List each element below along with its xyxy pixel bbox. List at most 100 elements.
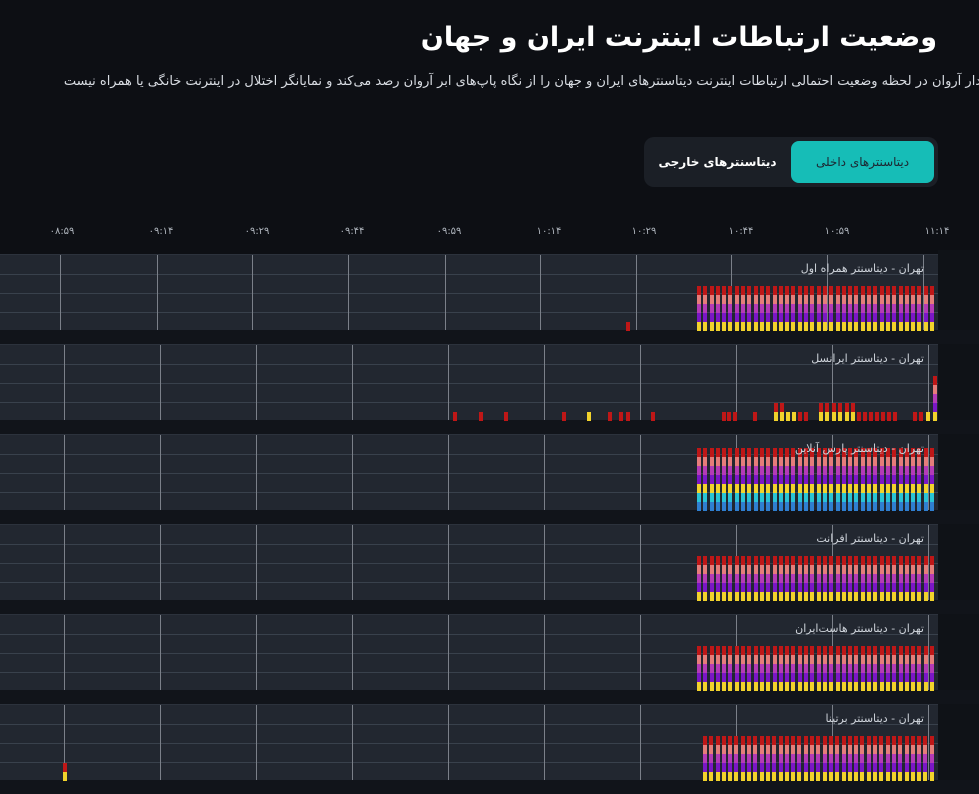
stacked-bar[interactable] (791, 286, 795, 331)
stacked-bar[interactable] (832, 403, 836, 421)
stacked-bar[interactable] (710, 286, 714, 331)
stacked-bar[interactable] (835, 736, 839, 781)
tab-domestic-datacenters[interactable]: دیتاسنترهای داخلی (791, 141, 934, 183)
stacked-bar[interactable] (716, 556, 720, 601)
stacked-bar[interactable] (861, 448, 865, 511)
stacked-bar[interactable] (747, 448, 751, 511)
stacked-bar[interactable] (63, 763, 67, 781)
stacked-bar[interactable] (924, 448, 928, 511)
stacked-bar[interactable] (747, 286, 751, 331)
stacked-bar[interactable] (886, 736, 890, 781)
stacked-bar[interactable] (722, 286, 726, 331)
stacked-bar[interactable] (773, 286, 777, 331)
stacked-bar[interactable] (785, 556, 789, 601)
stacked-bar[interactable] (798, 286, 802, 331)
stacked-bar[interactable] (735, 448, 739, 511)
stacked-bar[interactable] (722, 412, 726, 421)
stacked-bar[interactable] (879, 736, 883, 781)
stacked-bar[interactable] (798, 646, 802, 691)
stacked-bar[interactable] (899, 448, 903, 511)
stacked-bar[interactable] (810, 556, 814, 601)
stacked-bar[interactable] (804, 646, 808, 691)
stacked-bar[interactable] (930, 646, 934, 691)
stacked-bar[interactable] (791, 448, 795, 511)
stacked-bar[interactable] (848, 286, 852, 331)
stacked-bar[interactable] (829, 556, 833, 601)
stacked-bar[interactable] (875, 412, 879, 421)
stacked-bar[interactable] (735, 556, 739, 601)
stacked-bar[interactable] (741, 646, 745, 691)
stacked-bar[interactable] (842, 556, 846, 601)
stacked-bar[interactable] (886, 448, 890, 511)
stacked-bar[interactable] (838, 403, 842, 421)
stacked-bar[interactable] (772, 736, 776, 781)
stacked-bar[interactable] (716, 448, 720, 511)
datacenter-chart[interactable]: تهران - دیتاسنتر پارس آنلاین (0, 434, 938, 511)
stacked-bar[interactable] (863, 412, 867, 421)
stacked-bar[interactable] (760, 448, 764, 511)
stacked-bar[interactable] (587, 412, 591, 421)
stacked-bar[interactable] (829, 448, 833, 511)
stacked-bar[interactable] (619, 412, 623, 421)
stacked-bar[interactable] (773, 646, 777, 691)
stacked-bar[interactable] (854, 556, 858, 601)
stacked-bar[interactable] (780, 403, 784, 421)
stacked-bar[interactable] (869, 412, 873, 421)
stacked-bar[interactable] (880, 448, 884, 511)
stacked-bar[interactable] (851, 403, 855, 421)
stacked-bar[interactable] (842, 286, 846, 331)
stacked-bar[interactable] (873, 556, 877, 601)
stacked-bar[interactable] (779, 736, 783, 781)
stacked-bar[interactable] (842, 646, 846, 691)
stacked-bar[interactable] (913, 412, 917, 421)
stacked-bar[interactable] (857, 412, 861, 421)
stacked-bar[interactable] (804, 412, 808, 421)
stacked-bar[interactable] (722, 646, 726, 691)
stacked-bar[interactable] (728, 448, 732, 511)
datacenter-chart[interactable]: تهران - دیتاسنتر ایرانسل (0, 344, 938, 421)
stacked-bar[interactable] (710, 556, 714, 601)
stacked-bar[interactable] (892, 556, 896, 601)
stacked-bar[interactable] (791, 646, 795, 691)
stacked-bar[interactable] (766, 448, 770, 511)
stacked-bar[interactable] (766, 286, 770, 331)
stacked-bar[interactable] (842, 736, 846, 781)
stacked-bar[interactable] (798, 448, 802, 511)
stacked-bar[interactable] (917, 646, 921, 691)
stacked-bar[interactable] (797, 736, 801, 781)
stacked-bar[interactable] (854, 736, 858, 781)
stacked-bar[interactable] (785, 448, 789, 511)
stacked-bar[interactable] (886, 286, 890, 331)
stacked-bar[interactable] (873, 448, 877, 511)
stacked-bar[interactable] (860, 736, 864, 781)
stacked-bar[interactable] (804, 286, 808, 331)
stacked-bar[interactable] (848, 646, 852, 691)
stacked-bar[interactable] (924, 286, 928, 331)
stacked-bar[interactable] (766, 556, 770, 601)
stacked-bar[interactable] (773, 448, 777, 511)
stacked-bar[interactable] (703, 448, 707, 511)
stacked-bar[interactable] (817, 286, 821, 331)
stacked-bar[interactable] (836, 556, 840, 601)
stacked-bar[interactable] (919, 412, 923, 421)
stacked-bar[interactable] (854, 646, 858, 691)
stacked-bar[interactable] (933, 376, 937, 421)
stacked-bar[interactable] (727, 412, 731, 421)
stacked-bar[interactable] (753, 412, 757, 421)
stacked-bar[interactable] (887, 412, 891, 421)
stacked-bar[interactable] (923, 736, 927, 781)
stacked-bar[interactable] (905, 448, 909, 511)
stacked-bar[interactable] (562, 412, 566, 421)
stacked-bar[interactable] (716, 736, 720, 781)
stacked-bar[interactable] (716, 646, 720, 691)
stacked-bar[interactable] (819, 403, 823, 421)
stacked-bar[interactable] (911, 448, 915, 511)
stacked-bar[interactable] (773, 556, 777, 601)
stacked-bar[interactable] (848, 448, 852, 511)
stacked-bar[interactable] (734, 736, 738, 781)
stacked-bar[interactable] (810, 448, 814, 511)
stacked-bar[interactable] (880, 556, 884, 601)
stacked-bar[interactable] (873, 646, 877, 691)
stacked-bar[interactable] (880, 646, 884, 691)
stacked-bar[interactable] (848, 556, 852, 601)
